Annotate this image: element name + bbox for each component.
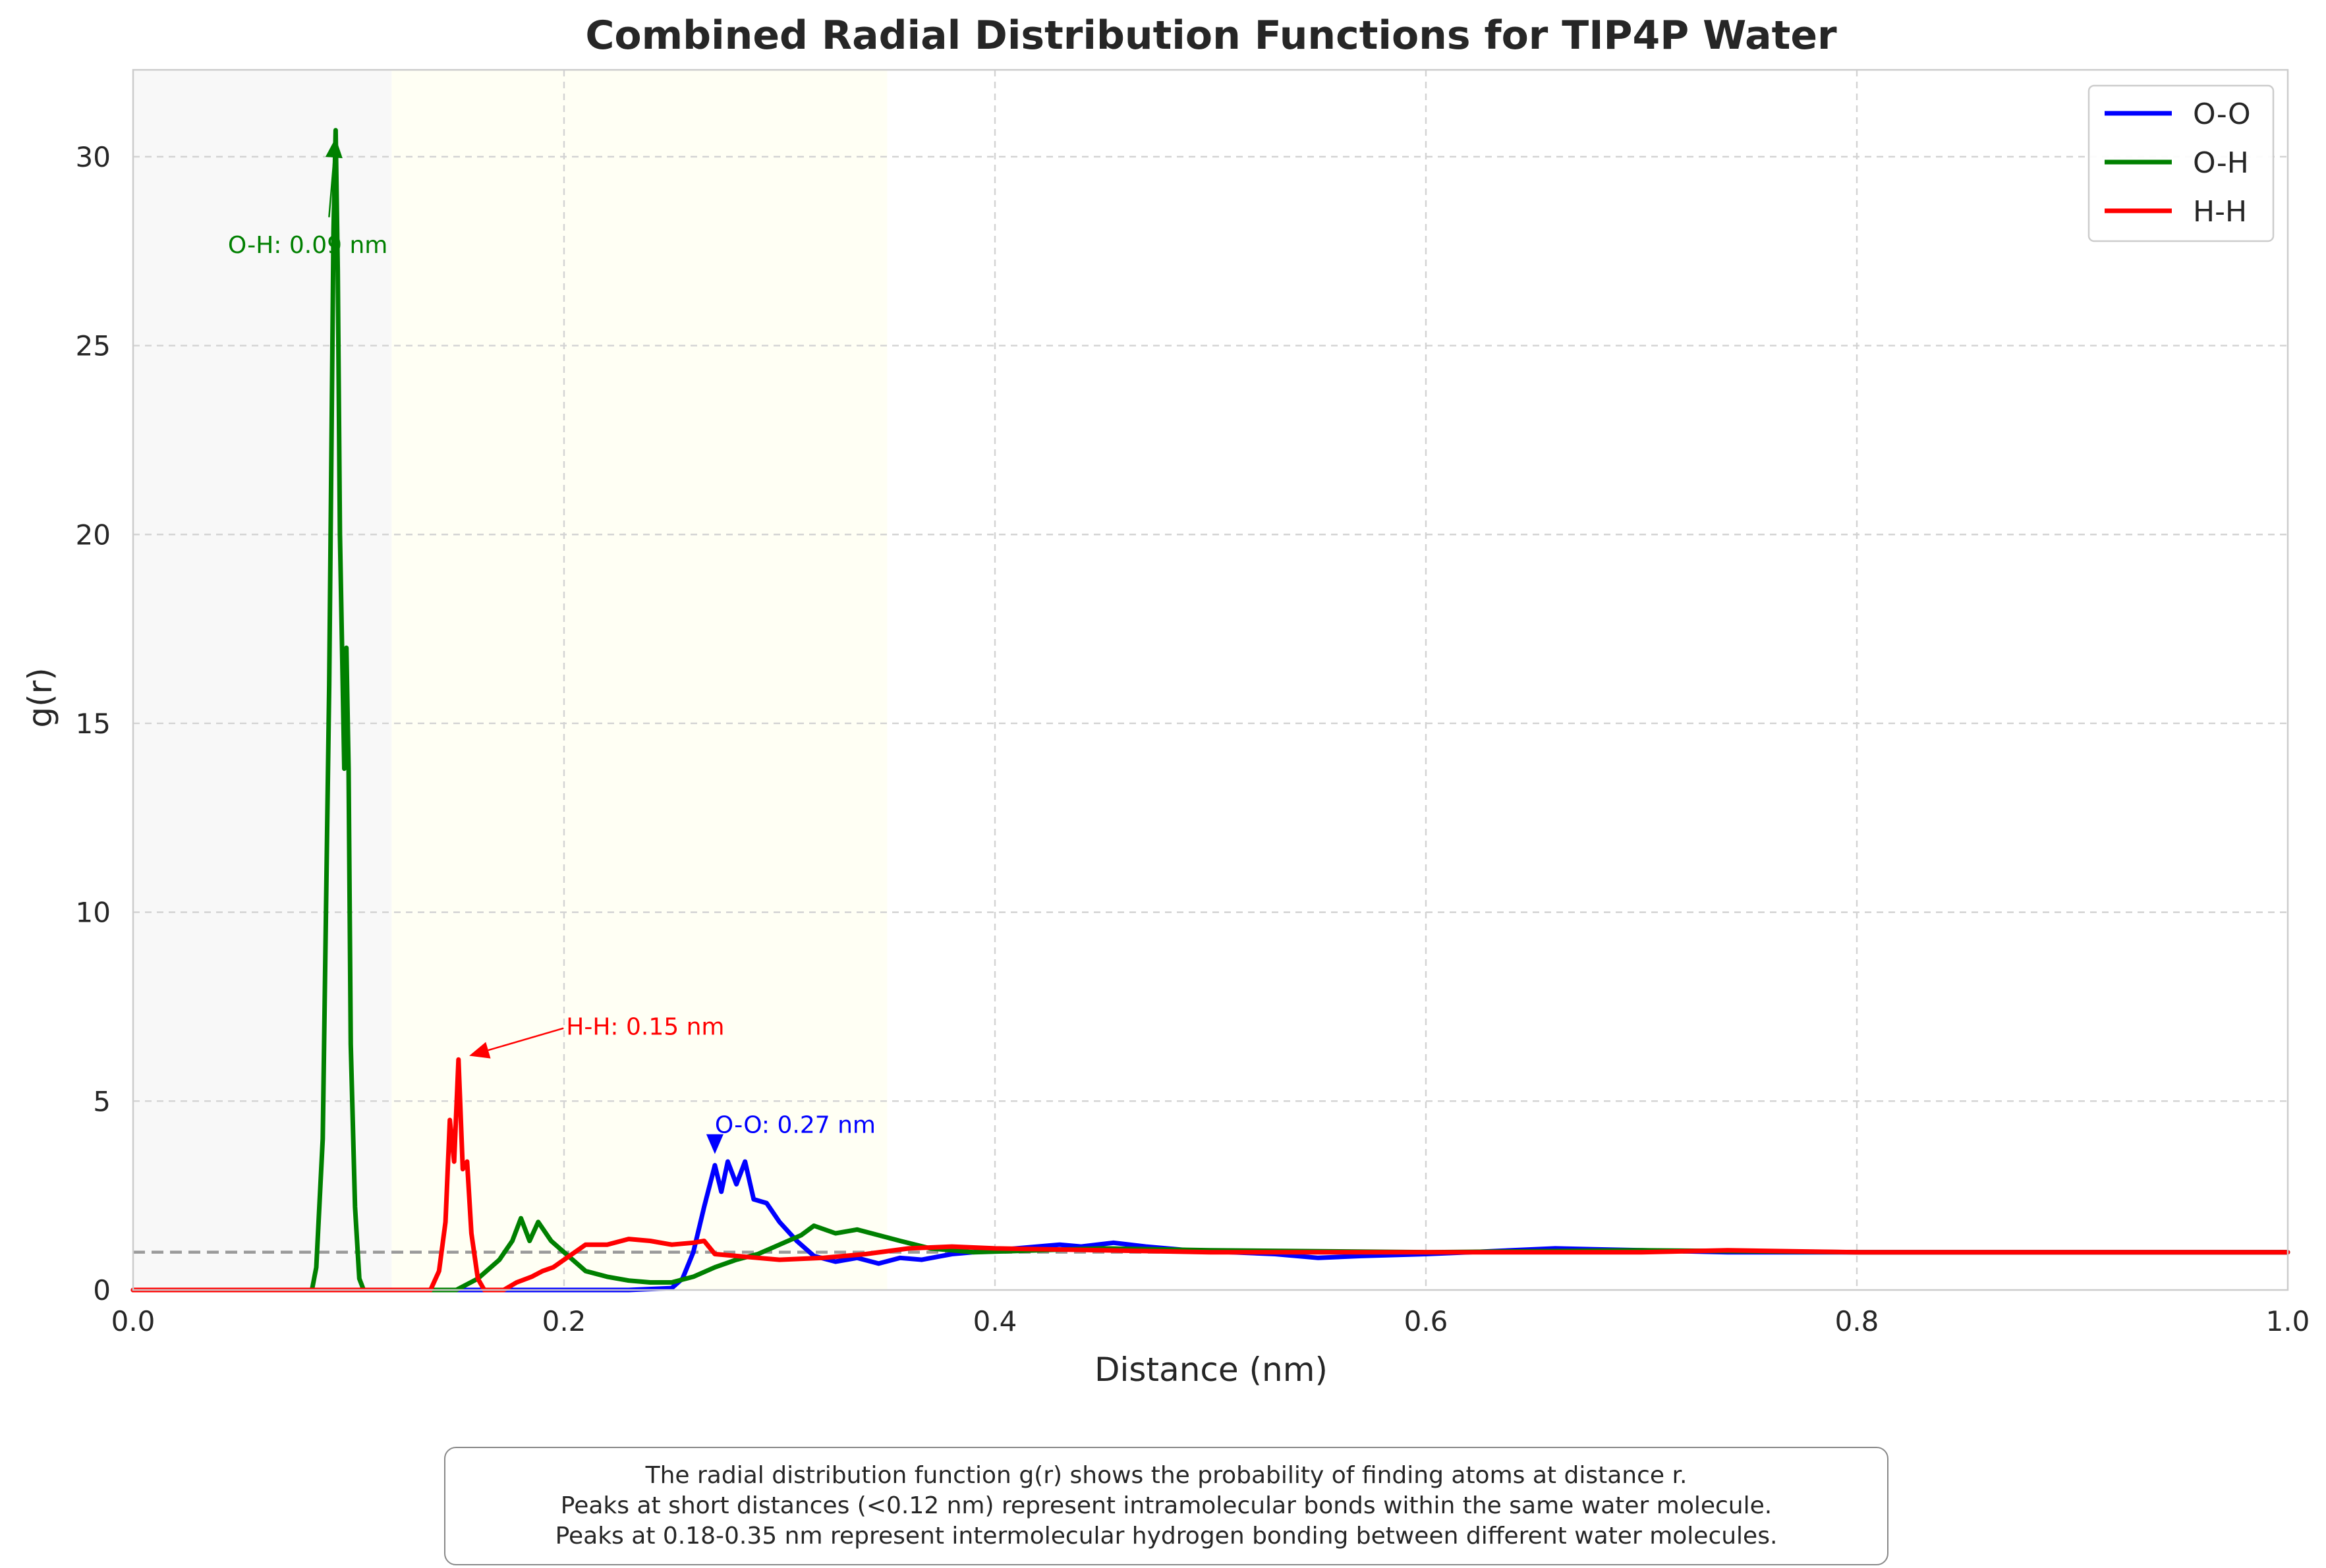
legend-label-h-h: H-H	[2193, 195, 2247, 229]
annotation-arrow-shaft-2	[488, 1027, 564, 1051]
annotation-arrow-head-3	[706, 1134, 723, 1154]
x-tick-label: 0.8	[1835, 1305, 1879, 1337]
y-tick-label: 15	[76, 708, 111, 740]
annotation-arrow-shaft-1	[328, 157, 335, 217]
legend-label-o-o: O-O	[2193, 98, 2251, 131]
plot-area: 0.0 0.2 0.4 0.6 0.8 1.0 0 5 10 15 20 25 30 O-H: 0.09 …	[76, 69, 2310, 1337]
caption-box: The radial distribution function g(r) sh…	[444, 1447, 1888, 1565]
y-tick-label: 10	[76, 897, 111, 929]
y-axis-label: g(r)	[21, 667, 59, 727]
caption-line-1: The radial distribution function g(r) sh…	[645, 1462, 1688, 1489]
annotation-label-2: H-H: 0.15 nm	[566, 1014, 724, 1041]
shaded-region-2	[391, 70, 888, 1290]
x-tick-label: 1.0	[2266, 1305, 2310, 1337]
x-tick-label: 0.0	[111, 1305, 156, 1337]
x-tick-label: 0.4	[973, 1305, 1017, 1337]
legend-box	[2087, 84, 2275, 242]
plot-frame	[132, 69, 2289, 1291]
series-line-o-h	[130, 128, 2290, 1293]
y-tick-label: 0	[93, 1274, 111, 1306]
caption-line-3: Peaks at 0.18-0.35 nm represent intermol…	[555, 1523, 1778, 1550]
x-tick-label: 0.6	[1404, 1305, 1448, 1337]
y-tick-label: 5	[93, 1085, 111, 1117]
series-line-h-h	[130, 1057, 2290, 1293]
y-tick-label: 20	[76, 518, 111, 551]
y-tick-label: 25	[76, 330, 111, 362]
legend-label-o-h: O-H	[2193, 146, 2249, 180]
annotation-arrow-head-2	[469, 1042, 491, 1059]
legend: O-O O-H H-H	[2087, 84, 2275, 242]
annotation-label-1: O-H: 0.09 nm	[228, 232, 387, 259]
annotation-arrow-head-1	[325, 138, 343, 159]
caption-line-2: Peaks at short distances (<0.12 nm) repr…	[560, 1492, 1773, 1519]
annotation-label-3: O-O: 0.27 nm	[715, 1112, 876, 1139]
x-tick-label: 0.2	[542, 1305, 586, 1337]
chart-title: Combined Radial Distribution Functions f…	[585, 13, 1837, 59]
y-tick-label: 30	[76, 141, 111, 173]
x-axis-label: Distance (nm)	[1094, 1351, 1328, 1389]
